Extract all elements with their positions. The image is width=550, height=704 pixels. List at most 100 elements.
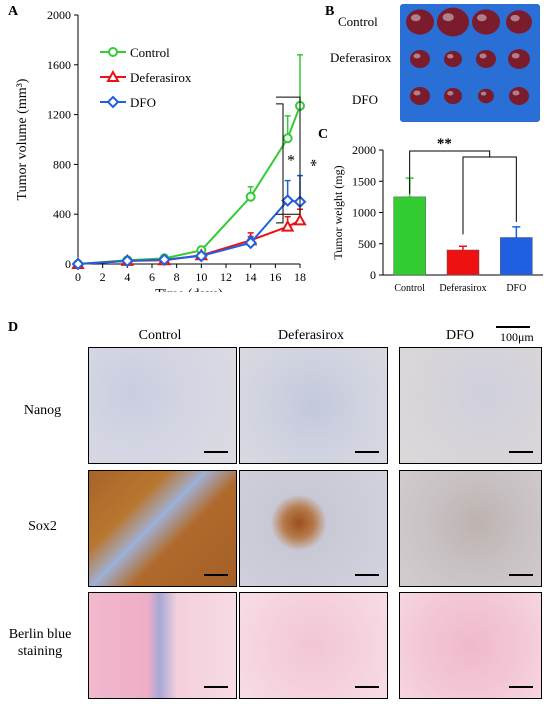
y-tick-label: 500 (358, 237, 376, 251)
x-tick-label: 12 (220, 270, 232, 284)
significance-marker: * (302, 159, 318, 167)
column-header-control: Control (138, 328, 182, 343)
significance-bracket (409, 150, 491, 194)
y-tick-label: 0 (370, 268, 376, 282)
photo-row-label-deferasirox: Deferasirox (330, 50, 392, 65)
column-header-deferasirox: Deferasirox (277, 328, 345, 343)
bar-control (393, 196, 426, 276)
data-point (157, 253, 171, 267)
tissue-berlin-blue-control (88, 592, 237, 699)
category-label: Control (394, 283, 425, 294)
x-tick-label: 2 (100, 270, 106, 284)
tumor-specimen (406, 9, 434, 35)
legend-marker (106, 69, 120, 82)
y-tick-label: 1500 (352, 174, 376, 188)
legend-marker (106, 95, 120, 109)
tumor-highlight (447, 91, 454, 96)
row-label-sox2: Sox2 (28, 519, 57, 534)
y-tick-label: 400 (53, 207, 71, 221)
row-label-berlin-blue: Berlin blue staining (8, 627, 72, 659)
tumor-photo (400, 4, 540, 122)
legend-marker (108, 47, 118, 57)
data-point (244, 236, 258, 250)
tumor-highlight (512, 90, 520, 96)
photo-row-label-control: Control (338, 14, 378, 29)
tumor-highlight (510, 14, 520, 22)
row-label-nanog: Nanog (23, 403, 62, 418)
data-point (120, 254, 134, 268)
tumor-highlight (442, 13, 454, 22)
data-point (71, 257, 85, 271)
tumor-highlight (447, 54, 454, 59)
x-tick-label: 6 (149, 270, 155, 284)
scale-reference-bar (496, 326, 530, 328)
tumor-specimen (472, 9, 500, 35)
tumor-specimen (478, 88, 494, 104)
significance-bracket-inner (276, 103, 284, 224)
tumor-weight-chart: 0 500 1000 1500 2000 Tumor weight (mg) Control… (331, 136, 543, 294)
bar-deferasirox (446, 249, 480, 276)
scale-label: 100μm (500, 330, 534, 344)
tissue-berlin-blue-dfo (399, 592, 542, 699)
tumor-volume-chart: 0 400 800 1200 1600 2000 0 2 4 6 8 10 12 14 16 18 Time (… (15, 8, 318, 292)
tumor-specimens (406, 7, 532, 105)
y-tick-label: 1600 (47, 58, 71, 72)
column-header-dfo: DFO (445, 328, 474, 343)
y-tick-label: 1000 (352, 206, 376, 220)
bar-dfo (500, 237, 533, 276)
tumor-specimen (437, 7, 469, 37)
tumor-highlight (410, 14, 421, 22)
x-tick-label: 14 (245, 270, 257, 284)
data-point (280, 219, 295, 232)
x-tick-label: 8 (174, 270, 180, 284)
legend-label: DFO (130, 95, 156, 110)
tissue-nanog-dfo (399, 347, 542, 464)
panel-letter-c: C (318, 127, 329, 142)
x-tick-label: 18 (294, 270, 306, 284)
tumor-highlight (479, 53, 487, 59)
data-point (245, 191, 256, 202)
y-tick-label: 0 (65, 257, 71, 271)
tissue-sox2-control (88, 470, 237, 587)
significance-marker: ** (437, 136, 452, 152)
tumor-photo-panel: Control Deferasirox DFO (330, 4, 545, 124)
tumor-specimen (444, 87, 462, 105)
y-axis-label: Tumor volume (mm³) (15, 78, 30, 200)
y-tick-label: 2000 (47, 8, 71, 22)
photo-row-label-dfo: DFO (352, 92, 379, 107)
data-point (293, 213, 307, 226)
tumor-specimen (444, 50, 462, 68)
tumor-specimen (509, 87, 529, 105)
data-point (194, 249, 208, 263)
panel-letter-b: B (325, 4, 335, 19)
tumor-highlight (476, 14, 487, 22)
tissue-nanog-control (88, 347, 237, 464)
category-label: Deferasirox (439, 283, 486, 294)
series-line-dfo (77, 199, 301, 265)
tissue-nanog-deferasirox (239, 347, 388, 464)
tissue-berlin-blue-deferasirox (239, 592, 388, 699)
y-tick-label: 2000 (352, 143, 376, 157)
legend-label: Deferasirox (130, 70, 192, 85)
significance-bracket (462, 156, 517, 235)
x-axis-label: Time (days) (155, 287, 223, 292)
x-tick-label: 4 (124, 270, 130, 284)
series-line-control (77, 105, 301, 265)
significance-marker: * (287, 153, 295, 170)
tumor-specimen (410, 50, 430, 68)
y-axis-label: Tumor weight (mg) (331, 165, 345, 259)
x-tick-label: 10 (195, 270, 207, 284)
tumor-specimen (476, 50, 496, 68)
tumor-specimen (508, 49, 530, 69)
data-point (281, 194, 295, 207)
x-tick-label: 0 (75, 270, 81, 284)
category-label: DFO (506, 283, 526, 294)
tissue-sox2-deferasirox (239, 470, 388, 587)
data-point (282, 133, 293, 144)
y-tick-label: 1200 (47, 108, 71, 122)
x-tick-label: 16 (269, 270, 281, 284)
tumor-highlight (413, 53, 421, 59)
legend-label: Control (130, 45, 170, 60)
significance-bracket-outer (276, 96, 301, 215)
tumor-specimen (506, 10, 532, 34)
